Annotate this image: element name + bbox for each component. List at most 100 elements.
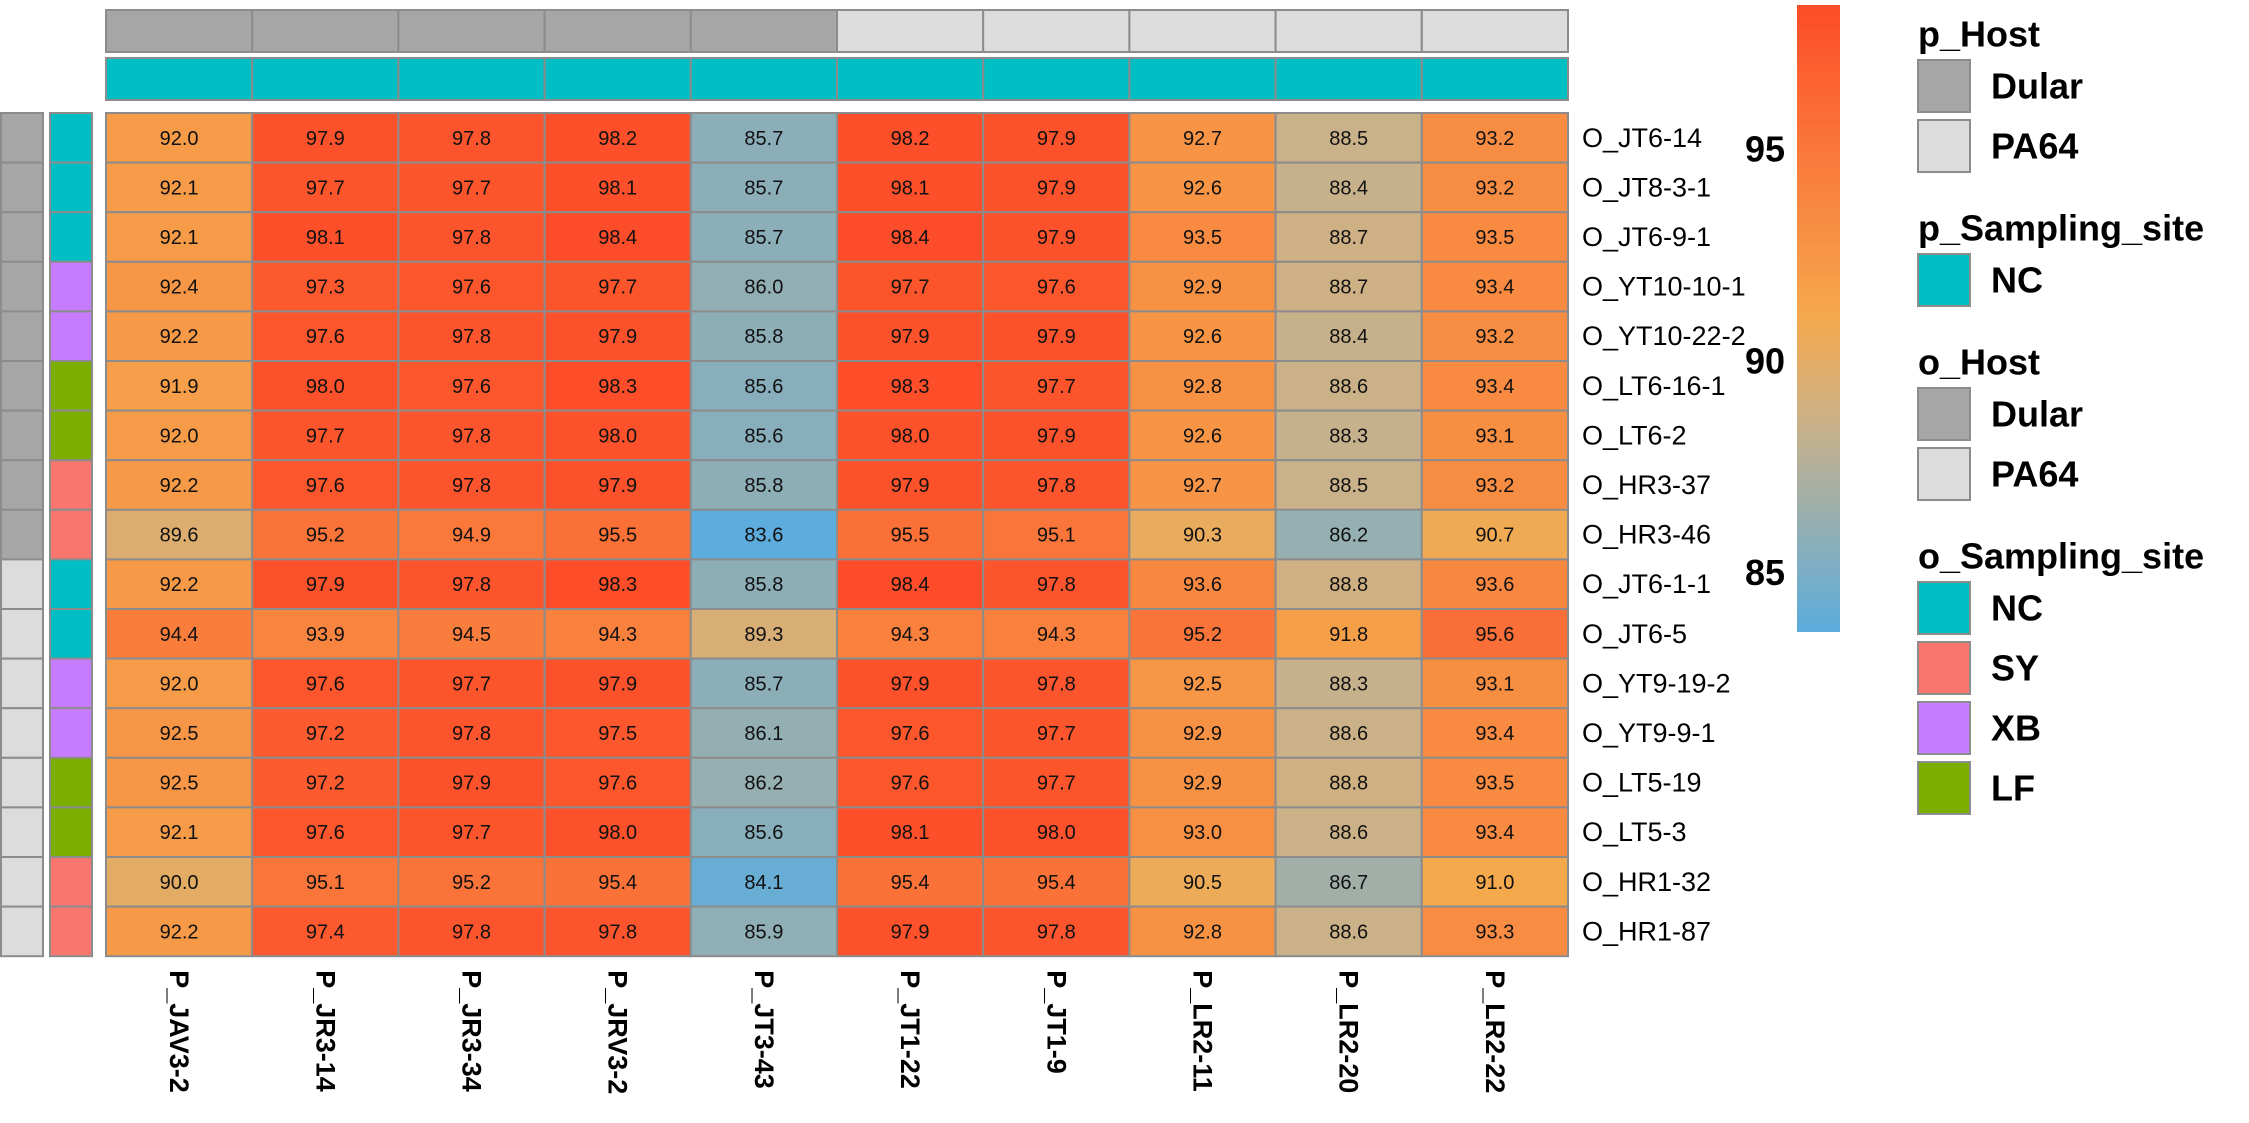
heatmap-cell xyxy=(397,806,546,859)
cell-value-label: 88.3 xyxy=(1329,425,1368,447)
colorbar-gradient xyxy=(1797,5,1840,632)
heatmap-cell xyxy=(982,806,1131,859)
heatmap-cell xyxy=(251,161,400,214)
legend-swatch xyxy=(1917,701,1971,755)
legend-swatch xyxy=(1917,581,1971,635)
heatmap-cell xyxy=(689,360,838,412)
o-host-annotation-cell xyxy=(0,657,44,710)
cell-value-label: 97.2 xyxy=(306,723,345,745)
cell-value-label: 97.7 xyxy=(598,277,637,299)
p-sampling-site-annotation-cell xyxy=(1274,57,1423,101)
row-annotations xyxy=(0,112,93,958)
cell-value-label: 92.1 xyxy=(160,822,199,844)
cell-value-label: 95.5 xyxy=(598,525,637,547)
heatmap-cell xyxy=(1128,756,1277,809)
colorbar: 95 90 85 xyxy=(1745,5,1840,632)
cell-value-label: 92.6 xyxy=(1183,326,1222,348)
cell-value-label: 85.7 xyxy=(744,177,783,199)
cell-value-label: 92.2 xyxy=(160,475,199,497)
cell-value-label: 97.8 xyxy=(452,128,491,150)
cell-value-label: 97.6 xyxy=(1037,277,1076,299)
cell-value-label: 97.9 xyxy=(598,673,637,695)
column-label: P_LR2-11 xyxy=(1188,970,1218,1092)
heatmap-cell xyxy=(251,756,400,809)
cell-value-label: 93.3 xyxy=(1475,921,1514,943)
column-label: P_JR3-34 xyxy=(457,970,487,1092)
heatmap-cell xyxy=(982,409,1131,462)
o-host-annotation-cell xyxy=(0,360,44,412)
cell-value-label: 97.8 xyxy=(1037,673,1076,695)
heatmap-cell xyxy=(836,161,985,214)
heatmap-cell xyxy=(982,508,1131,561)
o-host-annotation-cell xyxy=(0,905,44,958)
heatmap-cell xyxy=(1274,360,1423,412)
row-label: O_LT6-16-1 xyxy=(1582,371,1726,401)
heatmap-cell xyxy=(689,608,838,660)
column-label: P_JRV3-2 xyxy=(603,970,633,1094)
heatmap-cell xyxy=(1128,459,1277,511)
heatmap-cell xyxy=(1420,112,1570,164)
cell-value-label: 86.2 xyxy=(744,773,783,795)
cell-value-label: 92.5 xyxy=(160,723,199,745)
cell-value-label: 95.2 xyxy=(1183,624,1222,646)
cell-value-label: 94.3 xyxy=(598,624,637,646)
cell-value-label: 97.9 xyxy=(1037,326,1076,348)
p-host-annotation-cell xyxy=(1420,9,1570,53)
column-annotations xyxy=(105,9,1570,101)
heatmap-cell xyxy=(836,260,985,313)
cell-value-label: 98.1 xyxy=(598,177,637,199)
heatmap-cell xyxy=(1128,508,1277,561)
cell-value-label: 85.8 xyxy=(744,475,783,497)
heatmap-cell xyxy=(836,657,985,710)
cell-value-label: 98.1 xyxy=(306,227,345,249)
cell-value-label: 97.8 xyxy=(452,921,491,943)
cell-value-label: 92.0 xyxy=(160,673,199,695)
cell-value-label: 98.0 xyxy=(598,425,637,447)
cell-value-label: 97.9 xyxy=(1037,177,1076,199)
cell-value-label: 92.5 xyxy=(1183,673,1222,695)
cell-value-label: 98.3 xyxy=(891,376,930,398)
heatmap-cell xyxy=(1274,310,1423,362)
cell-value-label: 88.6 xyxy=(1329,723,1368,745)
cell-value-label: 92.0 xyxy=(160,128,199,150)
heatmap-cell xyxy=(689,657,838,710)
heatmap-cell xyxy=(1128,806,1277,859)
p-sampling-site-annotation-cell xyxy=(251,57,400,101)
p-sampling-site-annotation-cell xyxy=(543,57,692,101)
cell-value-label: 98.2 xyxy=(891,128,930,150)
cell-value-label: 97.7 xyxy=(452,673,491,695)
o-sampling-site-annotation-cell xyxy=(49,657,93,710)
cell-value-label: 93.4 xyxy=(1475,376,1514,398)
o-host-annotation-cell xyxy=(0,608,44,660)
cell-value-label: 91.8 xyxy=(1329,624,1368,646)
o-host-annotation-cell xyxy=(0,260,44,313)
heatmap-cell xyxy=(836,905,985,958)
cell-value-label: 88.5 xyxy=(1329,475,1368,497)
heatmap-cell xyxy=(251,508,400,561)
cell-value-label: 88.6 xyxy=(1329,921,1368,943)
heatmap-cell xyxy=(982,459,1131,511)
cell-value-label: 97.9 xyxy=(598,475,637,497)
cell-value-label: 97.9 xyxy=(306,128,345,150)
heatmap-cell xyxy=(836,558,985,611)
heatmap-cell xyxy=(543,161,692,214)
cell-value-label: 97.9 xyxy=(891,921,930,943)
heatmap-cell xyxy=(1420,211,1570,263)
cell-value-label: 93.2 xyxy=(1475,177,1514,199)
cell-value-label: 98.4 xyxy=(598,227,637,249)
cell-value-label: 98.2 xyxy=(598,128,637,150)
heatmap-cell xyxy=(105,707,254,759)
cell-value-label: 97.8 xyxy=(452,326,491,348)
heatmap-cell xyxy=(1128,707,1277,759)
legend-item-label: SY xyxy=(1991,648,2039,689)
legend-swatch xyxy=(1917,761,1971,815)
heatmap-cell xyxy=(105,508,254,561)
heatmap-cell xyxy=(397,360,546,412)
column-label: P_JT3-43 xyxy=(749,970,779,1089)
heatmap-cell xyxy=(982,211,1131,263)
heatmap-cell xyxy=(689,310,838,362)
column-label: P_JR3-14 xyxy=(310,970,340,1092)
heatmap-cell xyxy=(1128,409,1277,462)
cell-value-label: 98.0 xyxy=(1037,822,1076,844)
cell-value-label: 88.7 xyxy=(1329,227,1368,249)
